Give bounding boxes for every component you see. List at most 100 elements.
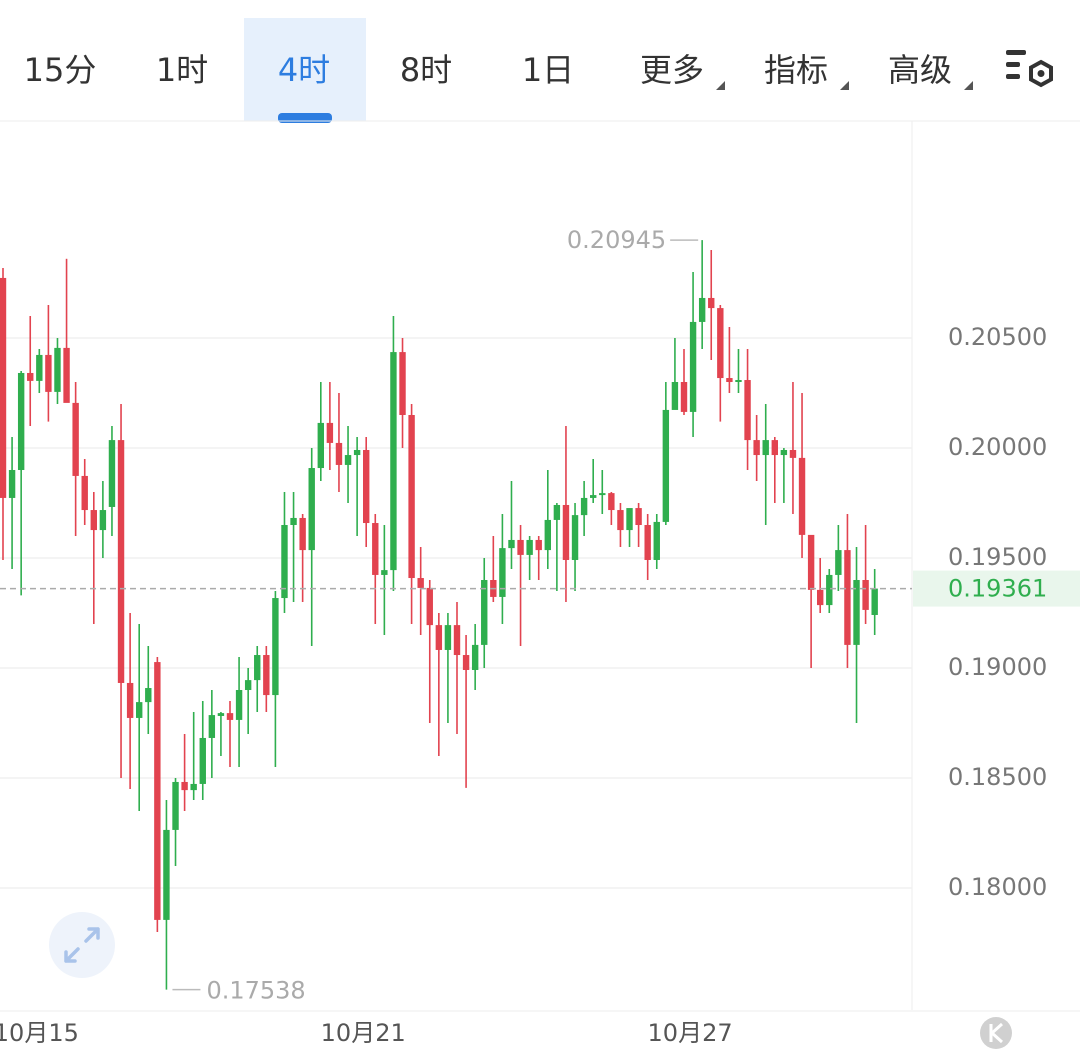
tab[interactable]: 4时 [278,51,330,89]
candle-body [580,497,588,516]
candle-body [435,625,443,650]
candle-body [726,378,733,383]
tab[interactable]: 指标 [764,51,828,89]
candle-body [417,578,424,588]
dropdown-arrow [840,81,849,90]
candle-body [689,321,697,412]
candle-body [807,534,815,590]
dropdown-arrow [716,81,725,90]
candle-body [708,297,715,309]
candle-body [381,570,388,575]
candle-body [717,308,724,379]
candle-body [617,510,624,531]
y-tick-label: 0.19500 [948,543,1047,571]
chart: 0.18000 0.18500 0.19000 0.19500 0.20000 0.205… [0,226,1080,1047]
candle-body [181,781,188,791]
candle-body [372,523,379,575]
max-label: 0.20945 [567,226,666,254]
candle-body [544,519,551,551]
candle-body [481,580,488,645]
candle-body [599,493,606,496]
candle-body [744,380,751,441]
candle-body [644,525,651,560]
candle-body [217,713,225,716]
candle-body [317,422,324,469]
candle-body [635,508,642,526]
candle-body [762,440,769,456]
candle-body [835,550,842,575]
candle-body [562,504,570,560]
candle-body [299,517,306,551]
tab[interactable]: 8时 [400,51,452,89]
x-tick-label: 10月15 [0,1019,79,1047]
y-tick-label: 0.20500 [948,323,1047,351]
candle-body [499,548,506,597]
kline-icon[interactable] [980,1017,1012,1049]
candle-body [154,662,161,920]
last-price-bg [913,570,1080,607]
candle-body [853,580,860,645]
candle-body [526,539,533,555]
tab[interactable]: 更多 [640,51,704,89]
candle-body [281,525,288,599]
x-tick-label: 10月27 [648,1019,733,1047]
candle-body [517,539,524,555]
toolbar: 15分 1时 4时 8时 1日 更多 指标 高级 [24,18,973,123]
candle-body [190,783,197,791]
dropdown-arrow [964,81,973,90]
tab[interactable]: 15分 [24,51,97,89]
candle-body [8,470,16,498]
candle-body [235,690,243,720]
candle-body [136,702,143,718]
candle-body [272,598,279,696]
candle-body [108,440,116,507]
settings-icon[interactable] [1006,50,1053,88]
candle-body [571,515,579,560]
candle-body [199,737,206,784]
candle-body [444,625,452,650]
candle-body [254,655,261,681]
tab[interactable]: 高级 [888,51,952,89]
candle-body [653,521,660,560]
candle-body [226,713,234,720]
candle-body [208,715,216,738]
x-tick-label: 10月21 [321,1019,406,1047]
candle-body [626,508,633,531]
candle-body [817,589,824,606]
tab-selected-bg [244,18,366,121]
candle-body [244,680,252,691]
candle-body [17,372,25,471]
candle-body [344,455,352,465]
expand-button[interactable] [49,912,115,978]
tab[interactable]: 1日 [522,51,574,89]
candle-body [698,297,706,322]
candle-body [172,781,179,830]
candle-body [753,440,760,456]
candle-body [408,415,415,579]
candle-body [871,588,878,615]
candle-body [462,655,470,670]
candle-body [63,347,70,403]
candle-body [126,682,134,718]
candle-body [662,409,670,522]
candle-body [36,354,43,381]
tab[interactable]: 1时 [156,51,208,89]
candle-body [844,550,851,645]
candle-body [27,372,34,381]
candle-body [353,449,361,456]
candle-body [163,829,170,920]
y-tick-label: 0.18500 [948,763,1047,791]
candle-body [862,580,869,610]
candle-body [553,504,561,520]
candle-body [117,440,125,683]
candle-body [426,587,433,626]
candle-body [771,440,778,456]
min-label: 0.17538 [206,977,305,1005]
candle-body [308,468,315,551]
candle-body [798,457,806,535]
candle-body [81,475,88,511]
candle-body [0,277,7,498]
candle-body [290,517,297,526]
candle-body [326,422,334,443]
